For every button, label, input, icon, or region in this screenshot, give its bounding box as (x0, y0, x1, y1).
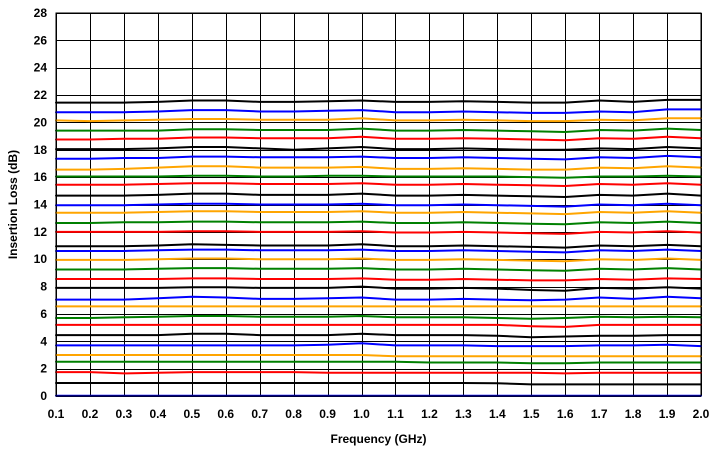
x-tick-label: 0.5 (183, 407, 200, 421)
series-line-14 (55, 267, 702, 272)
series-line-15 (55, 257, 702, 263)
x-tick-label: 0.4 (149, 407, 166, 421)
x-tick-label: 1.7 (591, 407, 608, 421)
series-line-12 (55, 285, 702, 292)
y-tick-label: 26 (34, 33, 48, 47)
y-tick-label: 22 (34, 88, 48, 102)
x-tick-label: 0.9 (319, 407, 336, 421)
series-line-24 (55, 174, 702, 179)
x-tick-label: 1.1 (387, 407, 404, 421)
series-line-17 (55, 243, 702, 249)
series-line-30 (55, 117, 702, 123)
plot-frame (55, 12, 702, 397)
series-line-16 (55, 248, 702, 254)
series-line-29 (55, 127, 702, 133)
series-line-20 (55, 210, 702, 216)
series-line-5 (55, 354, 702, 358)
series-line-8 (55, 323, 702, 328)
y-tick-label: 16 (34, 170, 48, 184)
series-line-28 (55, 135, 702, 142)
y-tick-label: 4 (40, 334, 47, 348)
y-tick-label: 12 (34, 225, 48, 239)
x-tick-label: 0.8 (285, 407, 302, 421)
x-tick-label: 1.3 (455, 407, 472, 421)
x-tick-label: 1.2 (421, 407, 438, 421)
series-line-32 (55, 98, 702, 104)
y-tick-label: 18 (34, 143, 48, 157)
series-line-23 (55, 182, 702, 187)
series-line-21 (55, 202, 702, 208)
x-tick-label: 0.7 (251, 407, 268, 421)
y-axis-title: Insertion Loss (dB) (6, 150, 20, 259)
y-tick-label: 8 (40, 280, 47, 294)
x-tick-labels: 0.1 0.2 0.3 0.4 0.5 0.6 0.7 0.8 0.9 1.0 1.1 1.2 1.3 1… (48, 407, 710, 421)
x-tick-label: 1.6 (557, 407, 574, 421)
x-tick-label: 1.9 (659, 407, 676, 421)
series-line-26 (55, 154, 702, 161)
x-tick-label: 0.6 (217, 407, 234, 421)
y-tick-label: 24 (34, 61, 48, 75)
x-tick-label: 1.0 (353, 407, 370, 421)
y-tick-label: 14 (34, 198, 48, 212)
x-tick-label: 2.0 (693, 407, 710, 421)
series-line-4 (55, 360, 702, 365)
series-line-18 (55, 230, 702, 235)
x-tick-label: 1.4 (489, 407, 506, 421)
series-line-31 (55, 108, 702, 114)
series-line-13 (55, 277, 702, 282)
y-tick-label: 28 (34, 6, 48, 20)
x-axis-title: Frequency (GHz) (330, 432, 426, 446)
x-tick-label: 0.2 (82, 407, 99, 421)
series-line-22 (55, 192, 702, 198)
x-tick-label: 1.8 (625, 407, 642, 421)
series-line-25 (55, 165, 702, 171)
x-tick-label: 0.1 (48, 407, 65, 421)
series-line-2 (55, 382, 702, 386)
series-line-9 (55, 315, 702, 320)
y-tick-label: 20 (34, 115, 48, 129)
y-tick-label: 0 (40, 389, 47, 403)
series-line-27 (55, 146, 702, 151)
series-line-7 (55, 332, 702, 339)
series-line-11 (55, 295, 702, 302)
y-tick-label: 10 (34, 252, 48, 266)
x-tick-label: 0.3 (116, 407, 133, 421)
y-tick-label: 2 (40, 362, 47, 376)
series-line-6 (55, 342, 702, 348)
x-tick-label: 1.5 (523, 407, 540, 421)
series-line-3 (55, 371, 702, 375)
series-line-19 (55, 220, 702, 226)
y-tick-label: 6 (40, 307, 47, 321)
